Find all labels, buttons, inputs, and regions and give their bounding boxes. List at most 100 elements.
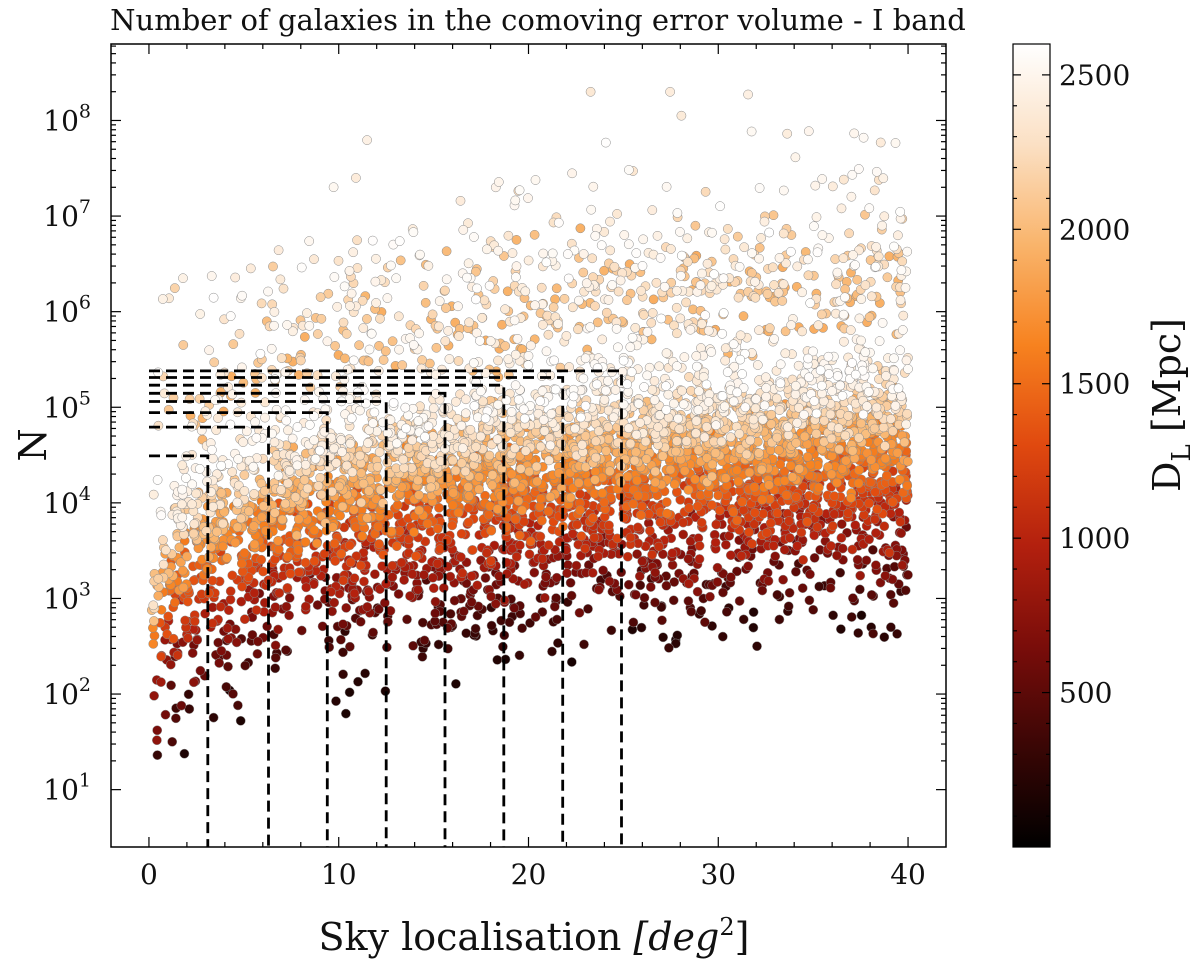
scatter-point xyxy=(814,581,825,592)
scatter-point xyxy=(792,418,803,428)
scatter-point xyxy=(414,328,424,339)
scatter-point xyxy=(865,477,876,488)
scatter-point xyxy=(593,551,603,562)
scatter-point xyxy=(854,465,864,475)
scatter-point xyxy=(380,346,391,356)
scatter-point xyxy=(802,517,813,527)
scatter-point xyxy=(191,488,201,499)
scatter-point xyxy=(864,498,874,509)
scatter-points xyxy=(146,86,913,760)
scatter-point xyxy=(507,248,518,258)
scatter-point xyxy=(769,334,779,344)
scatter-point xyxy=(714,505,725,516)
scatter-point xyxy=(892,629,902,639)
scatter-point xyxy=(632,549,642,559)
scatter-point xyxy=(510,514,521,525)
scatter-point xyxy=(183,633,193,643)
scatter-point xyxy=(834,444,845,455)
scatter-point xyxy=(158,559,169,570)
scatter-point xyxy=(235,715,246,726)
scatter-point xyxy=(239,486,250,496)
scatter-point xyxy=(726,572,736,583)
scatter-point xyxy=(399,463,409,473)
scatter-point xyxy=(221,682,232,692)
scatter-point xyxy=(386,260,396,271)
scatter-point xyxy=(484,509,494,520)
scatter-point xyxy=(634,571,645,582)
scatter-point xyxy=(785,460,796,471)
scatter-point xyxy=(719,401,730,412)
scatter-point xyxy=(153,573,164,584)
scatter-point xyxy=(832,267,843,278)
scatter-point xyxy=(879,632,890,642)
scatter-point xyxy=(284,537,295,548)
scatter-point xyxy=(813,482,824,493)
scatter-point xyxy=(590,474,600,485)
scatter-point xyxy=(855,570,866,581)
scatter-point xyxy=(484,450,495,461)
scatter-point xyxy=(630,323,641,333)
scatter-point xyxy=(511,235,522,245)
scatter-point xyxy=(686,606,697,617)
scatter-point xyxy=(903,570,913,580)
scatter-point xyxy=(638,234,649,245)
scatter-point xyxy=(858,132,869,143)
scatter-point xyxy=(485,336,496,346)
scatter-point xyxy=(514,650,525,661)
scatter-point xyxy=(561,331,572,341)
scatter-point xyxy=(356,497,367,508)
scatter-point xyxy=(231,637,242,648)
scatter-point xyxy=(505,427,516,438)
scatter-point xyxy=(398,454,409,465)
scatter-point xyxy=(682,233,693,244)
scatter-point xyxy=(646,317,657,328)
scatter-point xyxy=(245,263,256,274)
scatter-point xyxy=(884,547,895,558)
scatter-point xyxy=(467,545,478,555)
scatter-point xyxy=(836,624,846,634)
scatter-point xyxy=(783,422,793,433)
scatter-point xyxy=(635,417,645,428)
scatter-point xyxy=(642,327,653,337)
scatter-point xyxy=(859,510,869,520)
scatter-point xyxy=(550,294,560,305)
scatter-point xyxy=(192,635,203,645)
scatter-point xyxy=(690,220,701,231)
scatter-point xyxy=(358,323,369,333)
scatter-point xyxy=(258,566,268,577)
scatter-point xyxy=(329,597,340,608)
scatter-point xyxy=(187,648,198,658)
scatter-point xyxy=(700,186,711,197)
scatter-point xyxy=(461,628,472,639)
scatter-point xyxy=(539,426,550,436)
scatter-point xyxy=(230,624,241,635)
scatter-point xyxy=(344,687,355,698)
scatter-point xyxy=(206,271,217,281)
scatter-point xyxy=(590,436,601,447)
scatter-point xyxy=(338,647,348,658)
scatter-point xyxy=(784,516,794,526)
scatter-point xyxy=(447,520,458,531)
scatter-point xyxy=(536,493,546,504)
scatter-point xyxy=(299,475,310,485)
scatter-point xyxy=(225,594,236,605)
scatter-point xyxy=(287,433,298,444)
scatter-point xyxy=(332,301,343,312)
scatter-point xyxy=(803,126,814,137)
scatter-point xyxy=(756,233,766,243)
scatter-point xyxy=(683,554,694,564)
scatter-point xyxy=(417,355,427,365)
scatter-point xyxy=(218,518,228,529)
scatter-point xyxy=(895,517,906,527)
scatter-point xyxy=(778,279,789,290)
scatter-point xyxy=(661,497,672,507)
scatter-point xyxy=(215,601,226,612)
scatter-point xyxy=(848,250,858,260)
scatter-point xyxy=(299,395,310,405)
scatter-point xyxy=(725,432,736,443)
scatter-point xyxy=(652,230,663,241)
scatter-point xyxy=(847,445,858,456)
scatter-point xyxy=(628,499,639,509)
scatter-point xyxy=(208,501,218,512)
scatter-point xyxy=(748,414,759,425)
